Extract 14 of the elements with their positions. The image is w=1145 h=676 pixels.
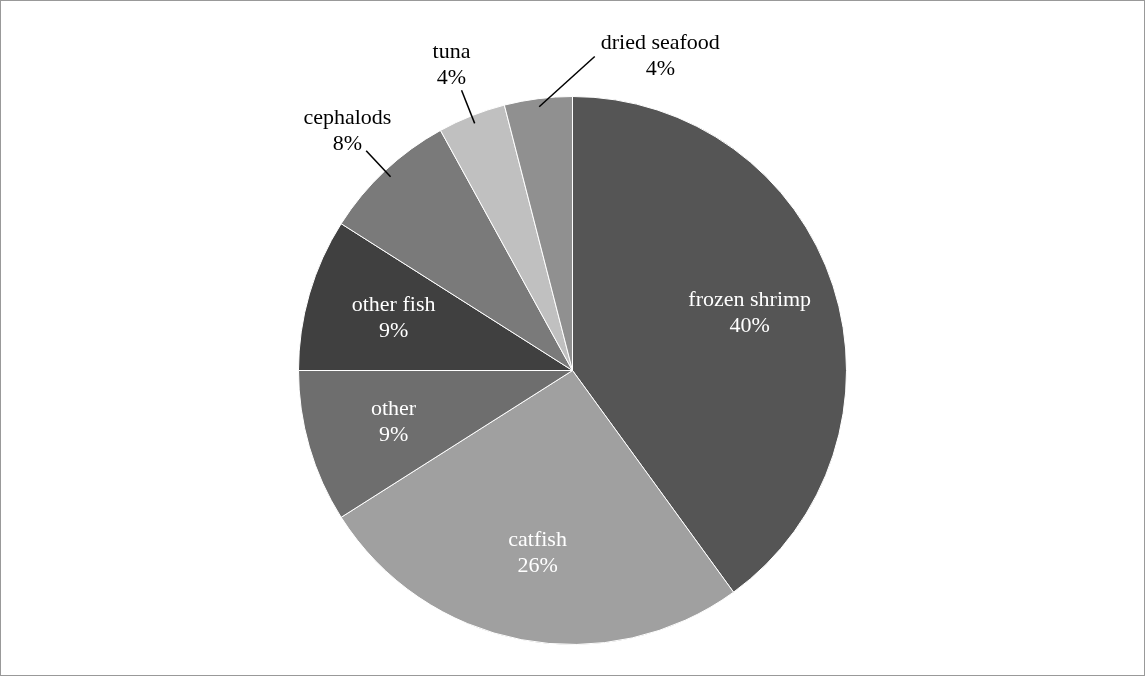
slice-label: frozen shrimp xyxy=(688,285,812,311)
slice-label: other fish xyxy=(351,291,436,317)
data-label: 40% xyxy=(729,311,770,337)
slice-label: tuna xyxy=(432,37,471,63)
slice-label: cephalods xyxy=(303,103,392,129)
data-label: 8% xyxy=(332,129,363,155)
data-label: 4% xyxy=(436,63,467,89)
slice-label: other xyxy=(370,395,417,421)
slice-label: catfish xyxy=(508,526,567,552)
data-label: 9% xyxy=(378,317,409,343)
data-label: 9% xyxy=(378,421,409,447)
slice-label: dried seafood xyxy=(600,29,720,55)
data-label: 26% xyxy=(517,552,558,578)
data-label: 4% xyxy=(645,55,675,81)
